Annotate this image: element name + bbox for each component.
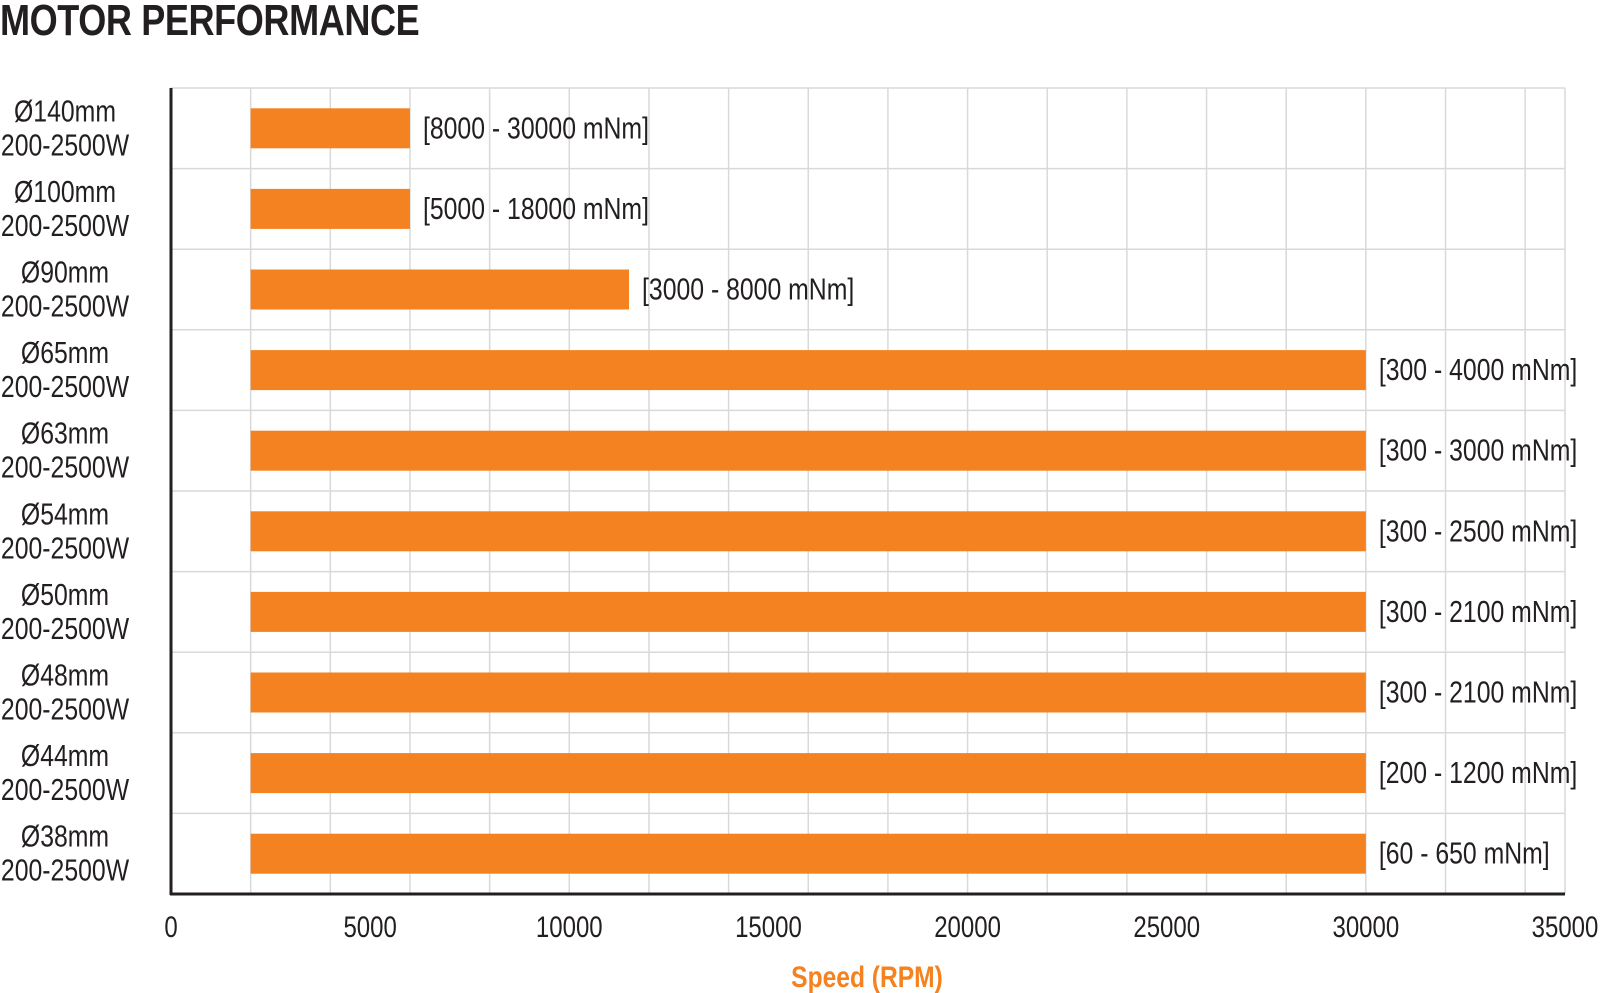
- x-axis-label: Speed (RPM): [791, 960, 943, 993]
- x-tick-label: 5000: [343, 909, 396, 943]
- data-labels: [8000 - 30000 mNm] [5000 - 18000 mNm] [300…: [423, 111, 1577, 871]
- data-label: [300 - 3000 mNm]: [1379, 433, 1577, 467]
- category-label-power: 200-2500W: [1, 772, 130, 806]
- category-label-power: 200-2500W: [1, 692, 130, 726]
- data-label: [300 - 2500 mNm]: [1379, 514, 1577, 548]
- chart-title: MOTOR PERFORMANCE: [0, 0, 420, 45]
- bar: [250, 108, 410, 149]
- bar: [250, 672, 1366, 713]
- category-label-power: 200-2500W: [1, 289, 130, 323]
- category-label-power: 200-2500W: [1, 450, 130, 484]
- bar: [250, 269, 630, 310]
- bar: [250, 833, 1366, 874]
- bar: [250, 753, 1366, 794]
- category-label-size: Ø90mm: [21, 255, 109, 289]
- bar: [250, 430, 1366, 471]
- category-label-size: Ø44mm: [21, 738, 109, 772]
- category-label-size: Ø54mm: [21, 497, 109, 531]
- x-tick-label: 0: [164, 909, 177, 943]
- category-label-power: 200-2500W: [1, 853, 130, 887]
- category-labels: Ø140mm200-2500WØ100mm200-2500WØ90mm200-2…: [1, 94, 130, 888]
- data-label: [300 - 2100 mNm]: [1379, 675, 1577, 709]
- data-label: [300 - 2100 mNm]: [1379, 594, 1577, 628]
- category-label-size: Ø50mm: [21, 577, 109, 611]
- data-label: [5000 - 18000 mNm]: [423, 191, 649, 225]
- category-label-power: 200-2500W: [1, 128, 130, 162]
- category-label-size: Ø48mm: [21, 658, 109, 692]
- x-tick-label: 25000: [1133, 909, 1200, 943]
- data-label: [3000 - 8000 mNm]: [642, 272, 854, 306]
- x-tick-label: 20000: [934, 909, 1001, 943]
- category-label-size: Ø140mm: [14, 94, 116, 128]
- x-tick-labels: 0 5000 10000 15000 20000 25000 30000 35000: [164, 909, 1598, 943]
- x-tick-label: 10000: [536, 909, 603, 943]
- x-tick-label: 35000: [1532, 909, 1599, 943]
- category-label-size: Ø65mm: [21, 335, 109, 369]
- category-label-power: 200-2500W: [1, 369, 130, 403]
- bars: [250, 108, 1366, 874]
- x-tick-label: 30000: [1332, 909, 1399, 943]
- data-label: [300 - 4000 mNm]: [1379, 352, 1577, 386]
- data-label: [60 - 650 mNm]: [1379, 836, 1550, 870]
- category-label-size: Ø100mm: [14, 174, 116, 208]
- bar: [250, 511, 1366, 552]
- data-label: [200 - 1200 mNm]: [1379, 755, 1577, 789]
- category-label-size: Ø63mm: [21, 416, 109, 450]
- category-label-power: 200-2500W: [1, 611, 130, 645]
- category-label-size: Ø38mm: [21, 819, 109, 853]
- axes: [169, 88, 1565, 896]
- bar: [250, 350, 1366, 391]
- x-tick-label: 15000: [735, 909, 802, 943]
- bar: [250, 591, 1366, 632]
- category-label-power: 200-2500W: [1, 208, 130, 242]
- data-label: [8000 - 30000 mNm]: [423, 111, 649, 145]
- bar: [250, 188, 410, 229]
- category-label-power: 200-2500W: [1, 531, 130, 565]
